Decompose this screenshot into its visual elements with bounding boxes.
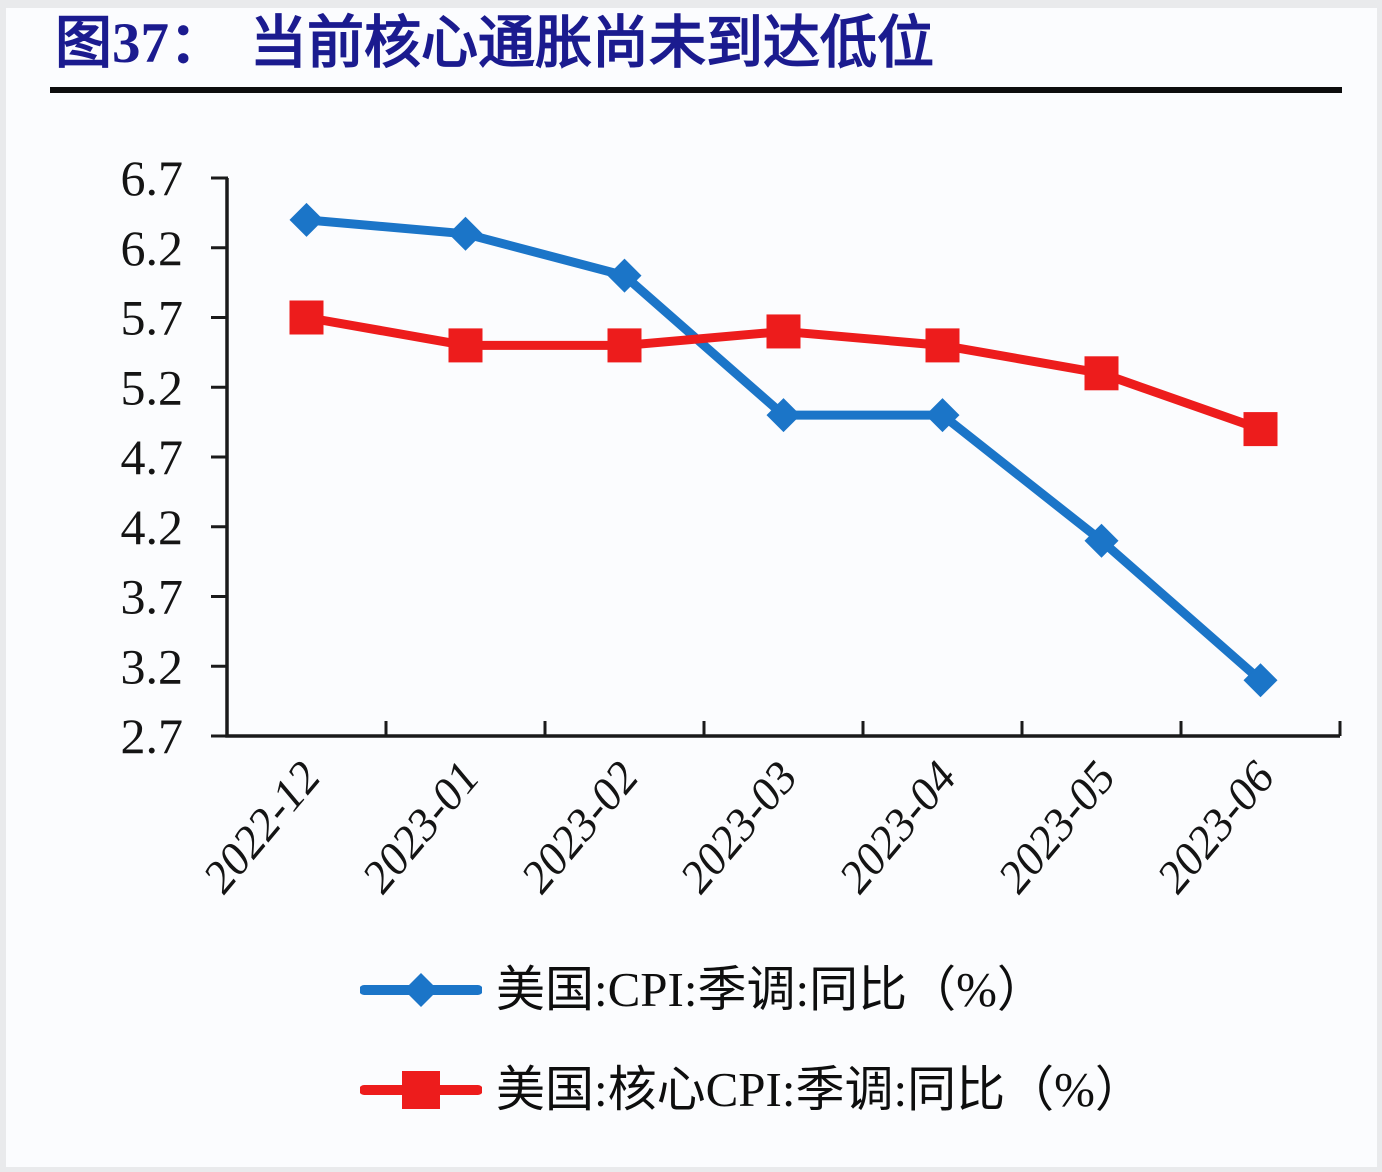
svg-text:2.7: 2.7: [121, 708, 184, 764]
svg-text:5.7: 5.7: [121, 290, 184, 346]
svg-text:2023-03: 2023-03: [670, 752, 808, 902]
legend-label-core-cpi: 美国:核心CPI:季调:同比（%）: [496, 1062, 1144, 1118]
figure-number: 图37：: [55, 12, 226, 75]
page-edge: [0, 0, 1382, 8]
legend-item-cpi: 美国:CPI:季调:同比（%）: [360, 958, 1144, 1022]
svg-text:2023-01: 2023-01: [352, 752, 490, 902]
figure-header: 图37： 当前核心通胀尚未到达低位: [55, 8, 934, 79]
svg-text:4.2: 4.2: [121, 499, 184, 555]
cpi-line-swatch-icon: [360, 973, 482, 1007]
svg-text:2023-02: 2023-02: [511, 752, 649, 902]
legend-label-cpi: 美国:CPI:季调:同比（%）: [496, 962, 1046, 1018]
page-edge: [0, 1167, 1382, 1172]
page-edge: [1377, 0, 1382, 1172]
svg-text:5.2: 5.2: [121, 359, 184, 415]
page-edge: [0, 0, 6, 1172]
svg-text:2023-04: 2023-04: [829, 752, 967, 902]
svg-text:4.7: 4.7: [121, 429, 184, 485]
core-cpi-line-swatch-icon: [360, 1071, 482, 1109]
svg-text:2023-06: 2023-06: [1147, 752, 1285, 902]
chart-legend: 美国:CPI:季调:同比（%） 美国:核心CPI:季调:同比（%）: [360, 958, 1144, 1122]
page-title: 当前核心通胀尚未到达低位: [250, 12, 934, 75]
svg-text:6.2: 6.2: [121, 220, 184, 276]
svg-text:3.2: 3.2: [121, 638, 184, 694]
header-divider: [50, 87, 1342, 93]
svg-text:2022-12: 2022-12: [193, 752, 331, 902]
svg-text:2023-05: 2023-05: [988, 752, 1126, 902]
legend-item-core-cpi: 美国:核心CPI:季调:同比（%）: [360, 1058, 1144, 1122]
svg-text:3.7: 3.7: [121, 569, 184, 625]
svg-text:6.7: 6.7: [121, 150, 184, 206]
